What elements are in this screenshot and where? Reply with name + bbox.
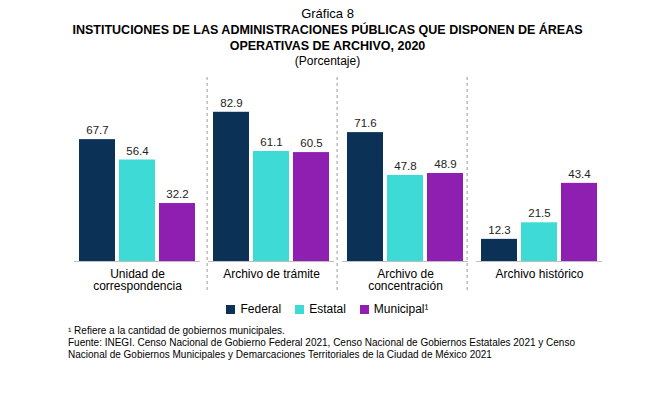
svg-text:Archivo deconcentración: Archivo deconcentración: [368, 267, 443, 293]
html-text:(Porcentaje): (Porcentaje): [294, 54, 361, 68]
svg-text:Archivo histórico: Archivo histórico: [495, 267, 583, 281]
svg-text:47.8: 47.8: [394, 160, 416, 172]
html-text:Federal: Federal: [240, 302, 282, 316]
html-text:Estatal: Estatal: [309, 302, 346, 316]
svg-text:43.4: 43.4: [568, 168, 591, 180]
svg-text:Archivo de trámite: Archivo de trámite: [223, 267, 320, 281]
html-text:INSTITUCIONES DE LAS ADMINISTR: INSTITUCIONES DE LAS ADMINISTRACIONES PÚ…: [72, 23, 583, 53]
svg-text:71.6: 71.6: [354, 117, 376, 129]
svg-text:Unidad decorrespondencia: Unidad decorrespondencia: [93, 267, 182, 293]
svg-text:60.5: 60.5: [300, 137, 322, 149]
html-text:¹ Refiere a la cantidad de gob: ¹ Refiere a la cantidad de gobiernos mun…: [68, 325, 285, 336]
svg-text:12.3: 12.3: [488, 224, 510, 236]
svg-text:32.2: 32.2: [166, 188, 188, 200]
svg-text:48.9: 48.9: [434, 158, 456, 170]
svg-text:61.1: 61.1: [260, 136, 282, 148]
html-text:Gráfica 8: Gráfica 8: [301, 6, 354, 21]
svg-text:56.4: 56.4: [126, 145, 149, 157]
html-text:Fuente: INEGI. Censo Nacional: Fuente: INEGI. Censo Nacional de Gobiern…: [68, 337, 575, 360]
svg-text:67.7: 67.7: [86, 124, 108, 136]
svg-text:82.9: 82.9: [220, 97, 242, 109]
svg-text:21.5: 21.5: [528, 207, 550, 219]
html-text:Municipal¹: Municipal¹: [373, 302, 429, 316]
